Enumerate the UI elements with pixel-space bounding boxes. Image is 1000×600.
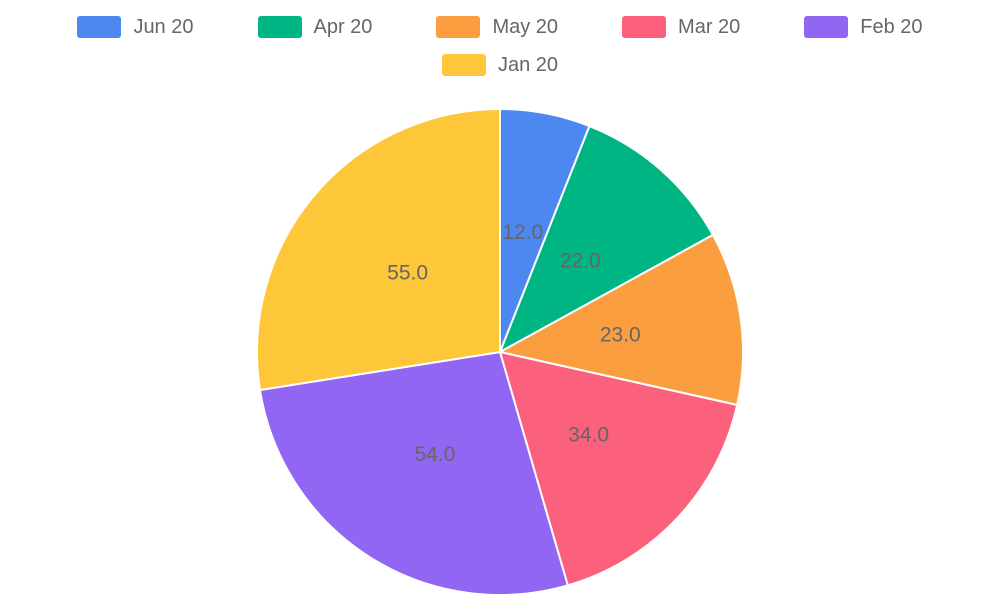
legend-swatch-icon xyxy=(622,16,667,38)
legend-item-apr-20[interactable]: Apr 20 xyxy=(257,16,373,38)
legend-item-jun-20[interactable]: Jun 20 xyxy=(77,16,194,38)
pie-slice-apr-20[interactable] xyxy=(499,125,714,353)
legend-label: Apr 20 xyxy=(313,16,373,38)
chart-legend: Jun 20 Apr 20 May 20 Mar 20 Feb 20 Jan 20 xyxy=(0,16,1000,76)
legend-item-mar-20[interactable]: Mar 20 xyxy=(622,16,740,38)
legend-swatch-icon xyxy=(257,16,302,38)
pie-slice-jan-20[interactable] xyxy=(255,108,501,392)
legend-item-jan-20[interactable]: Jan 20 xyxy=(441,54,559,76)
legend-swatch-icon xyxy=(436,16,481,38)
legend-row: Jun 20 Apr 20 May 20 Mar 20 Feb 20 xyxy=(77,16,923,38)
pie-slice-mar-20[interactable] xyxy=(499,351,739,587)
legend-swatch-icon xyxy=(804,16,849,38)
legend-swatch-icon xyxy=(77,16,122,38)
legend-item-may-20[interactable]: May 20 xyxy=(436,16,558,38)
legend-row: Jan 20 xyxy=(441,54,559,76)
legend-label: Feb 20 xyxy=(860,16,923,38)
legend-swatch-icon xyxy=(441,54,486,76)
legend-label: May 20 xyxy=(492,16,559,38)
legend-label: Jun 20 xyxy=(133,16,194,38)
pie-slice-feb-20[interactable] xyxy=(258,351,569,596)
legend-label: Jan 20 xyxy=(497,54,559,76)
legend-item-feb-20[interactable]: Feb 20 xyxy=(804,16,923,38)
legend-label: Mar 20 xyxy=(678,16,741,38)
pie-slice-may-20[interactable] xyxy=(499,233,744,407)
